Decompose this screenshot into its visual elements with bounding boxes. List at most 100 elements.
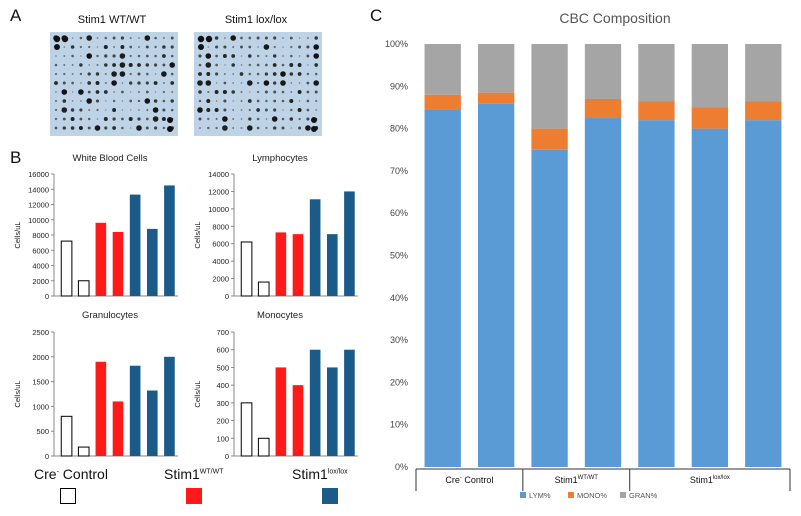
blot-dot [306, 90, 310, 94]
blot-dot [138, 109, 140, 111]
blot-dot [314, 72, 318, 76]
blot-dot [146, 72, 149, 76]
blot-dot [256, 108, 260, 112]
bar-segment [584, 98, 622, 119]
y-tick-label: 6000 [212, 240, 229, 249]
blot-dot [240, 90, 243, 94]
blot-dot [314, 36, 318, 40]
blot-dot [264, 72, 269, 76]
y-tick-label: 12000 [28, 201, 49, 210]
y-axis-label: Cells/uL [193, 221, 202, 248]
blot-dot [315, 99, 318, 103]
blot-dot [265, 118, 268, 120]
bar-segment [424, 44, 461, 95]
blot-dot [129, 45, 133, 49]
blot-dot [198, 63, 202, 67]
blot-dot [282, 37, 284, 39]
blot-dot [145, 117, 149, 121]
blot-dot [170, 54, 174, 58]
blot-title-wt: Stim1 WT/WT [77, 14, 147, 26]
blot-dot [70, 126, 75, 130]
blot-dot [313, 80, 319, 86]
legend-label-wt: Stim1WT/WT [164, 466, 224, 482]
blot-dot [273, 108, 277, 112]
blot-dot [129, 81, 133, 85]
blot-dot [129, 109, 132, 111]
blot-dot [129, 54, 132, 58]
blot-dot [205, 35, 213, 43]
blot-dot [170, 72, 174, 76]
blot-dot [162, 54, 166, 58]
blot-dot [79, 108, 83, 112]
blot-dot [120, 45, 125, 49]
blot-dot [298, 55, 301, 57]
blot-dot [239, 72, 244, 76]
bar [309, 349, 321, 456]
blot-dot [170, 108, 174, 112]
y-tick-label: 10000 [208, 205, 229, 214]
bar-segment [691, 128, 729, 467]
y-tick-label: 10% [390, 420, 408, 430]
blot-dot [281, 63, 285, 67]
blot-dot [207, 126, 210, 130]
blot-dot [231, 54, 236, 58]
blot-dot [207, 46, 210, 48]
blot-dot [306, 108, 310, 112]
y-tick-label: 50% [390, 251, 408, 261]
y-tick-label: 6000 [32, 246, 49, 255]
blot-dot [153, 99, 158, 103]
blot-dot [95, 90, 100, 94]
blot-dot [205, 62, 212, 68]
blot-dot [264, 90, 268, 94]
y-tick-label: 20% [390, 377, 408, 387]
blot-dot [104, 63, 108, 67]
panel-letter-a: A [10, 6, 22, 25]
blot-dot [112, 117, 116, 121]
blot-dot [71, 37, 74, 39]
blot-dot [265, 63, 268, 67]
blot-dot [230, 35, 236, 41]
blot-dot [167, 117, 173, 123]
blot-dot [197, 80, 203, 86]
bar-segment [638, 44, 675, 102]
blot-dot [248, 108, 251, 112]
y-tick-label: 0 [225, 452, 229, 460]
y-tick-label: 12000 [208, 187, 229, 196]
blot-dot [162, 90, 166, 94]
blot-dot [79, 117, 83, 121]
bar-segment [691, 44, 729, 108]
legend-label-control: Cre- Control [34, 466, 108, 482]
blot-dot [240, 109, 243, 111]
blot-dot [314, 63, 319, 67]
y-tick-label: 40% [390, 293, 408, 303]
blot-dot [289, 36, 293, 40]
blot-dot [307, 64, 309, 66]
blot-dot [103, 90, 108, 94]
panel-letter-b: B [10, 148, 22, 167]
chart-title-wbc: White Blood Cells [72, 153, 148, 164]
y-tick-label: 2500 [32, 328, 49, 337]
legend-swatch-wt [186, 488, 202, 504]
blot-dot [223, 73, 226, 75]
y-tick-label: 70% [390, 166, 408, 176]
blot-dot [61, 35, 69, 43]
blot-dot [248, 36, 252, 40]
bar [129, 194, 141, 296]
blot-dot [199, 127, 201, 129]
blot-dot [96, 63, 99, 67]
y-tick-label: 100% [385, 39, 408, 49]
blot-dot [290, 82, 293, 84]
blot-dot [223, 99, 227, 103]
legend-swatch-lox [322, 488, 338, 504]
bar-segment [531, 149, 568, 467]
bar [326, 234, 338, 296]
bar [164, 356, 175, 456]
blot-dot [144, 98, 151, 104]
bar-segment [424, 109, 461, 467]
blot-dot [137, 99, 141, 103]
bar [95, 222, 107, 296]
bar [344, 349, 355, 456]
blot-dot [145, 126, 149, 130]
blot-dot [215, 126, 218, 130]
blot-dot [297, 72, 302, 76]
